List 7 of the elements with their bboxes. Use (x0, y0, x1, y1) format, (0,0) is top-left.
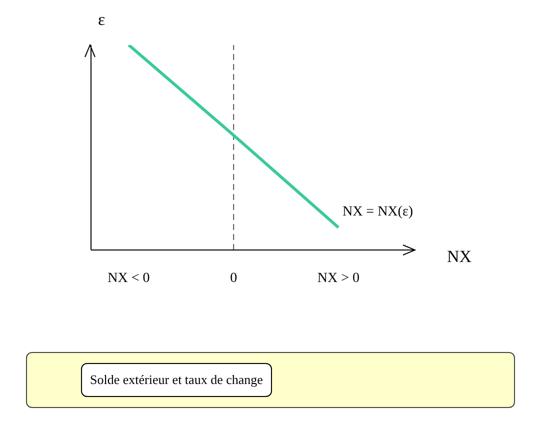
x-axis-title: NX (447, 247, 472, 266)
series-label: NX = NX(ε) (342, 204, 414, 220)
x-tick-label: NX > 0 (317, 270, 360, 286)
x-tick-label: NX < 0 (108, 270, 150, 286)
text: Solde extérieur et taux de change (81, 363, 272, 397)
x-tick-label: 0 (230, 270, 238, 286)
y-axis-title: ε (98, 10, 106, 29)
